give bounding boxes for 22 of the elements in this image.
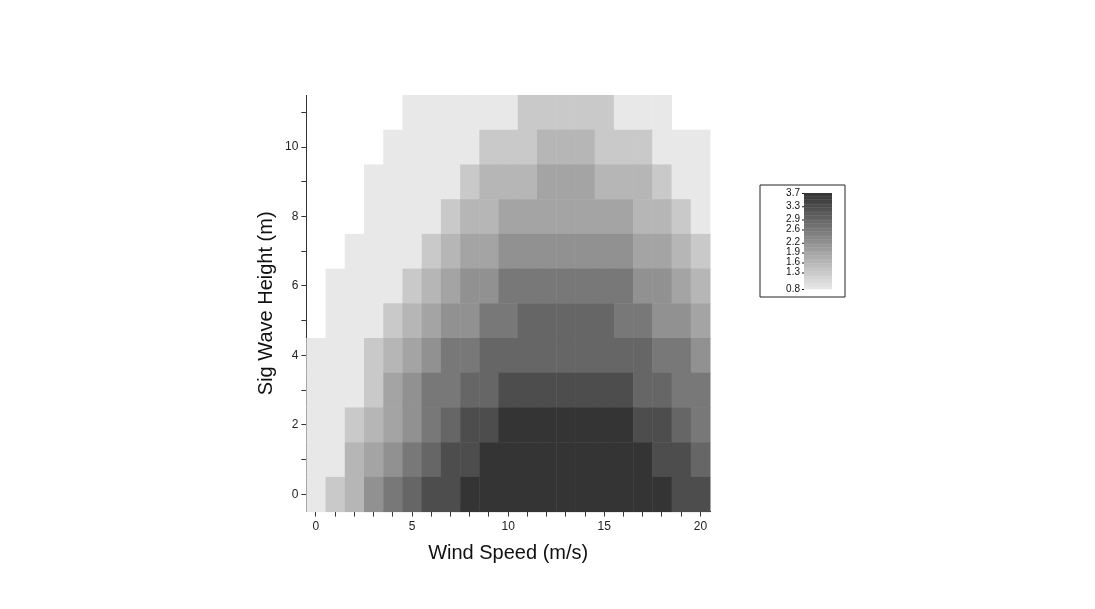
y-tick-label: 0 bbox=[291, 486, 299, 501]
y-tick-label: 6 bbox=[291, 278, 299, 293]
x-tick-label: 5 bbox=[408, 519, 416, 534]
y-tick-label: 4 bbox=[291, 347, 299, 362]
color-bar-label: 2.6 bbox=[786, 223, 801, 235]
x-tick-label: 10 bbox=[501, 519, 516, 534]
y-tick-label: 10 bbox=[284, 139, 299, 154]
color-bar-label: 3.7 bbox=[786, 186, 801, 198]
y-tick-label: 2 bbox=[291, 417, 299, 432]
y-axis-title: Sig Wave Height (m) bbox=[253, 211, 276, 396]
color-bar-label: 1.9 bbox=[786, 246, 801, 258]
color-bar-label: 2.9 bbox=[786, 213, 801, 225]
color-bar-label: 1.3 bbox=[786, 266, 801, 278]
color-bar-label: 0.8 bbox=[786, 282, 801, 294]
x-axis-title: Wind Speed (m/s) bbox=[428, 540, 589, 563]
color-bar-label: 1.6 bbox=[786, 256, 801, 268]
x-tick-label: 15 bbox=[597, 519, 612, 534]
x-tick-label: 0 bbox=[312, 519, 320, 534]
color-bar-label: 2.2 bbox=[786, 236, 801, 248]
color-bar-label: 3.3 bbox=[786, 199, 801, 211]
x-tick-label: 20 bbox=[693, 519, 708, 534]
y-tick-label: 8 bbox=[291, 208, 299, 223]
